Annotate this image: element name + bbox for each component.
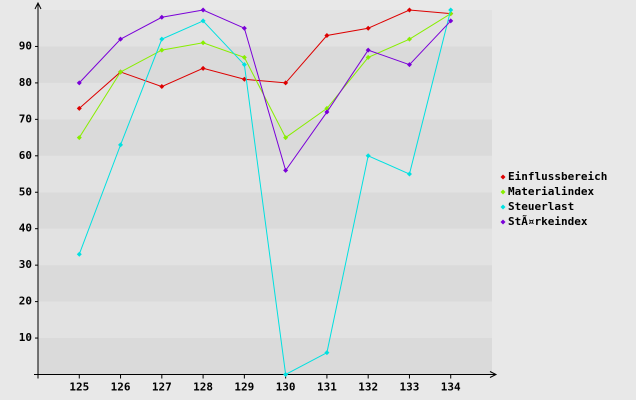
point <box>365 47 371 53</box>
x-tick-label: 127 <box>152 381 172 394</box>
x-tick-label: 129 <box>234 381 254 394</box>
series-line <box>78 9 452 172</box>
point <box>324 350 330 356</box>
x-tick-label: 128 <box>193 381 213 394</box>
point <box>159 47 165 53</box>
x-tick-label: 131 <box>317 381 337 394</box>
point <box>324 33 330 39</box>
x-axis-arrow <box>489 371 498 378</box>
point <box>76 105 82 111</box>
y-tick-label: 70 <box>19 112 32 125</box>
y-tick-label: 40 <box>19 222 32 235</box>
point <box>118 36 124 42</box>
point <box>365 25 371 31</box>
legend-marker <box>500 174 506 180</box>
x-tick-label: 133 <box>400 381 420 394</box>
legend-marker <box>500 219 506 225</box>
legend-label: Einflussbereich <box>508 170 607 183</box>
x-tick-label: 132 <box>358 381 378 394</box>
point <box>448 18 454 24</box>
point <box>118 69 124 75</box>
point <box>76 135 82 141</box>
point <box>200 65 206 71</box>
series-line <box>78 9 452 376</box>
y-tick-label: 30 <box>19 258 32 271</box>
x-tick-label: 134 <box>441 381 461 394</box>
grid-band <box>38 228 492 266</box>
legend-marker <box>500 204 506 210</box>
y-tick-label: 50 <box>19 185 32 198</box>
legend-marker <box>500 189 506 195</box>
point <box>283 135 289 141</box>
point <box>324 109 330 115</box>
point <box>159 84 165 90</box>
grid-band <box>38 155 492 193</box>
y-tick-label: 80 <box>19 76 32 89</box>
point <box>200 7 206 13</box>
grid-band <box>38 46 492 83</box>
point <box>406 7 412 13</box>
point <box>283 80 289 86</box>
point <box>283 372 289 377</box>
legend-label: Materialindex <box>508 185 594 198</box>
point <box>159 14 165 20</box>
legend-label: Steuerlast <box>508 200 574 213</box>
point <box>118 142 124 148</box>
point <box>241 25 247 31</box>
point <box>200 40 206 46</box>
point <box>406 62 412 68</box>
point <box>159 36 165 42</box>
point <box>241 62 247 68</box>
y-tick-label: 10 <box>19 331 32 344</box>
y-axis-arrow <box>34 1 42 10</box>
point <box>365 153 371 159</box>
point <box>200 18 206 24</box>
series-line <box>78 9 451 109</box>
x-tick-label: 125 <box>69 381 89 394</box>
y-tick-label: 20 <box>19 295 32 308</box>
point <box>365 54 371 60</box>
grid-band <box>38 338 492 375</box>
grid-band <box>38 265 492 302</box>
grid-band <box>38 82 492 120</box>
point <box>448 7 454 13</box>
point <box>406 36 412 42</box>
grid-band <box>38 10 492 47</box>
x-tick-label: 126 <box>111 381 131 394</box>
y-tick-label: 90 <box>19 39 32 52</box>
point <box>241 54 247 60</box>
grid-band <box>38 301 492 339</box>
grid-band <box>38 119 492 156</box>
point <box>76 251 82 257</box>
y-tick-label: 60 <box>19 149 32 162</box>
series-line <box>78 13 451 139</box>
point <box>241 76 247 82</box>
point <box>283 167 289 173</box>
x-tick-label: 130 <box>276 381 296 394</box>
point <box>406 171 412 177</box>
point <box>76 80 82 86</box>
legend-label: StÃ¤rkeindex <box>508 215 588 228</box>
